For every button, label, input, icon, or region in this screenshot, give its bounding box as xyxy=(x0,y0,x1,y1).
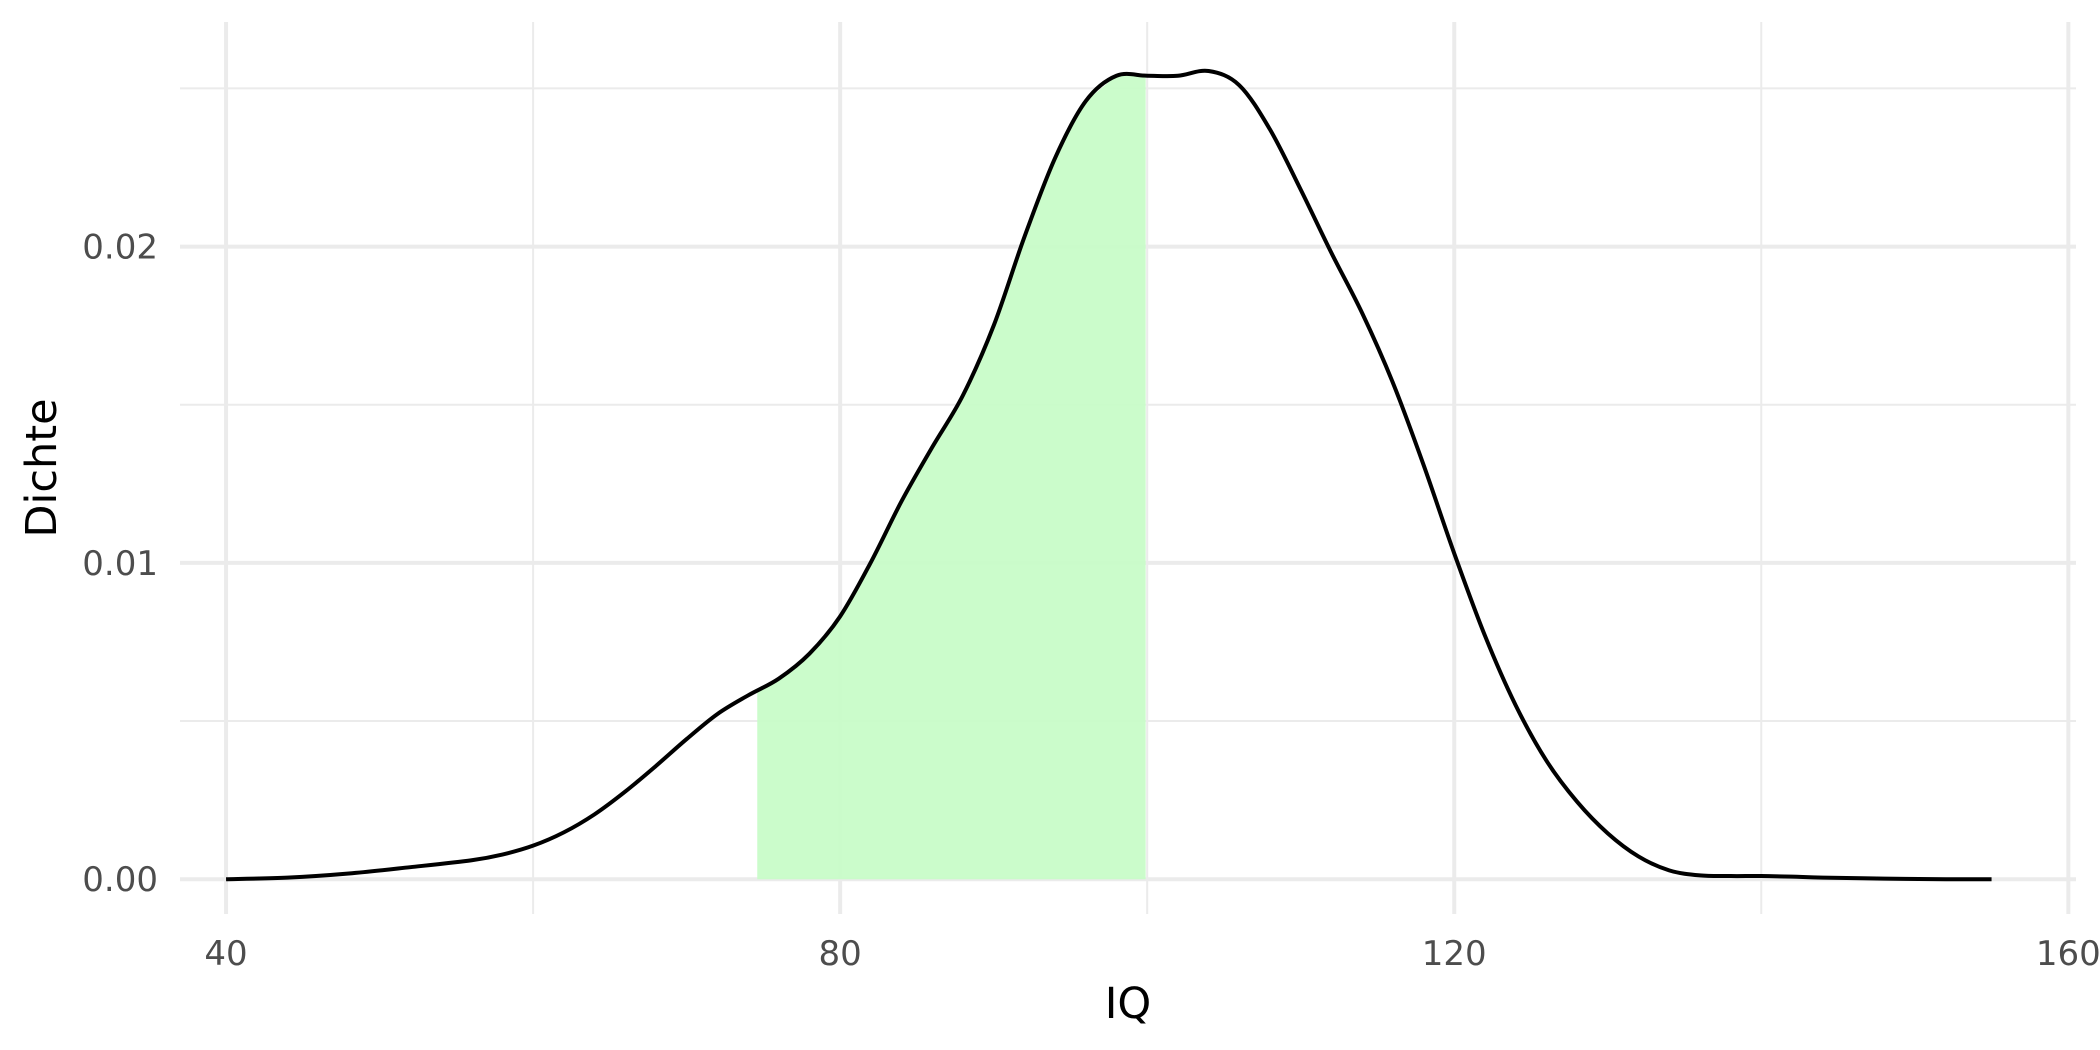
x-tick-label: 80 xyxy=(819,934,862,974)
density-curve xyxy=(226,68,1992,882)
y-axis-title: Dichte xyxy=(17,398,67,537)
x-tick-label: 160 xyxy=(2036,934,2100,974)
x-axis-title: IQ xyxy=(1105,979,1152,1029)
y-tick-label: 0.02 xyxy=(82,228,158,268)
x-tick-label: 40 xyxy=(204,934,247,974)
x-tick-label: 120 xyxy=(1422,934,1487,974)
y-tick-label: 0.00 xyxy=(82,860,158,900)
shaded-area xyxy=(757,75,1146,880)
y-tick-label: 0.01 xyxy=(82,544,158,584)
